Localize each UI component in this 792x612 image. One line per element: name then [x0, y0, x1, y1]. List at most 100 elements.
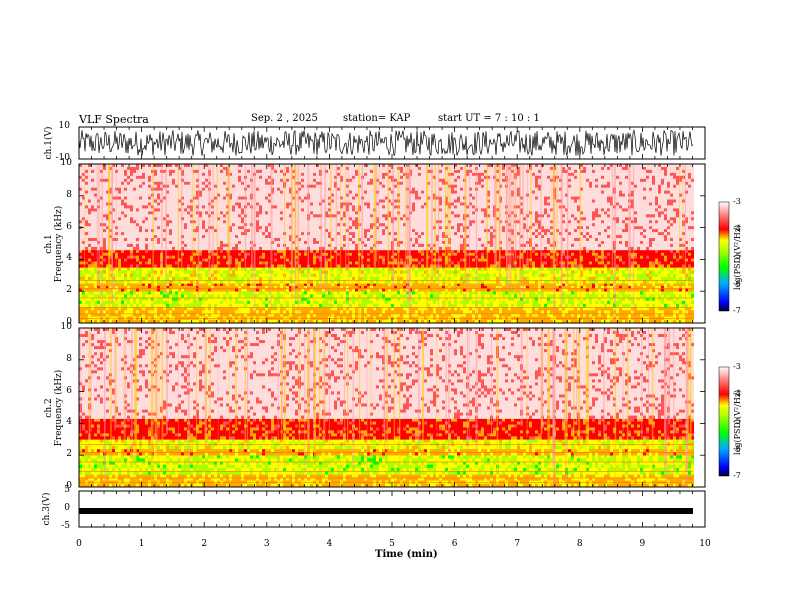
spectrogram-cell	[451, 310, 454, 314]
spectrogram-cell	[100, 307, 103, 311]
spectrogram-cell	[679, 303, 682, 308]
spectrogram-cell	[175, 261, 178, 265]
spectrogram-cell	[280, 285, 283, 289]
spectrogram-cell	[124, 310, 127, 314]
spectrogram-cell	[460, 313, 463, 317]
spectrogram-cell	[151, 307, 154, 311]
spectrogram-cell	[238, 319, 241, 324]
spectrogram-cell	[676, 270, 679, 274]
spectrogram-cell	[607, 249, 610, 254]
spectrogram-cell	[82, 276, 85, 281]
spectrogram-cell	[529, 273, 532, 278]
spectrogram-cell	[679, 258, 682, 262]
spectrogram-cell	[325, 273, 328, 278]
spectrogram-cell	[631, 280, 634, 284]
spectrogram-cell	[199, 297, 202, 302]
spectrogram-cell	[610, 283, 613, 287]
spectrogram-cell	[691, 288, 694, 292]
spectrogram-cell	[286, 267, 289, 271]
spectrogram-cell	[457, 261, 460, 265]
spectrogram-cell	[349, 276, 352, 281]
spectrogram-cell	[145, 291, 148, 295]
spectrogram-cell	[322, 291, 325, 295]
spectrogram-cell	[538, 283, 541, 287]
spectrogram-cell	[496, 283, 499, 287]
spectrogram-cell	[202, 297, 205, 302]
spectrogram-cell	[202, 273, 205, 278]
spectrogram-cell	[337, 252, 340, 256]
spectrogram-cell	[637, 307, 640, 311]
spectrogram-cell	[457, 255, 460, 259]
spectrogram-cell	[379, 291, 382, 295]
spectrogram-cell	[385, 273, 388, 278]
spectrogram-cell	[688, 283, 691, 287]
spectrogram-cell	[271, 313, 274, 317]
spectrogram-cell	[574, 255, 577, 259]
spectrogram-cell	[379, 264, 382, 268]
spectrogram-cell	[190, 285, 193, 289]
spectrogram-cell	[343, 291, 346, 295]
spectrogram-cell	[136, 258, 139, 262]
spectrogram-cell	[178, 276, 181, 281]
spectrogram-cell	[187, 310, 190, 314]
spectrogram-cell	[175, 273, 178, 278]
spectrogram-cell	[130, 264, 133, 268]
spectrogram-cell	[121, 285, 124, 289]
spectrogram-cell	[520, 261, 523, 265]
spectrogram-cell	[508, 313, 511, 317]
spectrogram-cell	[478, 273, 481, 278]
spectrogram-cell	[241, 310, 244, 314]
spectrogram-cell	[112, 273, 115, 278]
spectrogram-cell	[343, 288, 346, 292]
spectrogram-cell	[586, 288, 589, 292]
spectrogram-cell	[280, 319, 283, 324]
spectrogram-cell	[187, 300, 190, 305]
spectrogram-cell	[430, 297, 433, 302]
spectrogram-cell	[658, 252, 661, 256]
spectrogram-cell	[376, 294, 379, 298]
spectrogram-cell	[568, 252, 571, 256]
spectrogram-cell	[574, 261, 577, 265]
spectrogram-cell	[370, 249, 373, 254]
spectrogram-cell	[367, 273, 370, 278]
spectrogram-cell	[247, 288, 250, 292]
spectrogram-cell	[199, 303, 202, 308]
spectrogram-cell	[556, 288, 559, 292]
spectrogram-cell	[364, 255, 367, 259]
spectrogram-cell	[148, 313, 151, 317]
spectrogram-cell	[400, 297, 403, 302]
spectrogram-cell	[460, 258, 463, 262]
spectrogram-cell	[271, 303, 274, 308]
spectrogram-cell	[169, 297, 172, 302]
spectrogram-cell	[259, 270, 262, 274]
spectrogram-cell	[631, 288, 634, 292]
spectrogram-cell	[91, 300, 94, 305]
spectrogram-cell	[439, 307, 442, 311]
spectrogram-cell	[646, 294, 649, 298]
spectrogram-cell	[415, 307, 418, 311]
spectrogram-cell	[523, 270, 526, 274]
spectrogram-cell	[289, 294, 292, 298]
spectrogram-cell	[430, 294, 433, 298]
spectrogram-cell	[139, 267, 142, 271]
spectrogram-cell	[166, 303, 169, 308]
spectrogram-cell	[178, 283, 181, 287]
spectrogram-cell	[391, 288, 394, 292]
spectrogram-cell	[103, 264, 106, 268]
spectrogram-cell	[667, 297, 670, 302]
spectrogram-cell	[310, 313, 313, 317]
spectrogram-cell	[649, 310, 652, 314]
spectrogram-cell	[574, 252, 577, 256]
spectrogram-cell	[604, 270, 607, 274]
spectrogram-cell	[493, 310, 496, 314]
spectrogram-cell	[82, 252, 85, 256]
spectrogram-cell	[355, 319, 358, 324]
spectrogram-cell	[559, 307, 562, 311]
spectrogram-cell	[334, 267, 337, 271]
spectrogram-cell	[646, 319, 649, 324]
spectrogram-cell	[301, 294, 304, 298]
spectrogram-cell	[235, 264, 238, 268]
spectrogram-cell	[184, 283, 187, 287]
spectrogram-cell	[229, 276, 232, 281]
spectrogram-cell	[184, 255, 187, 259]
